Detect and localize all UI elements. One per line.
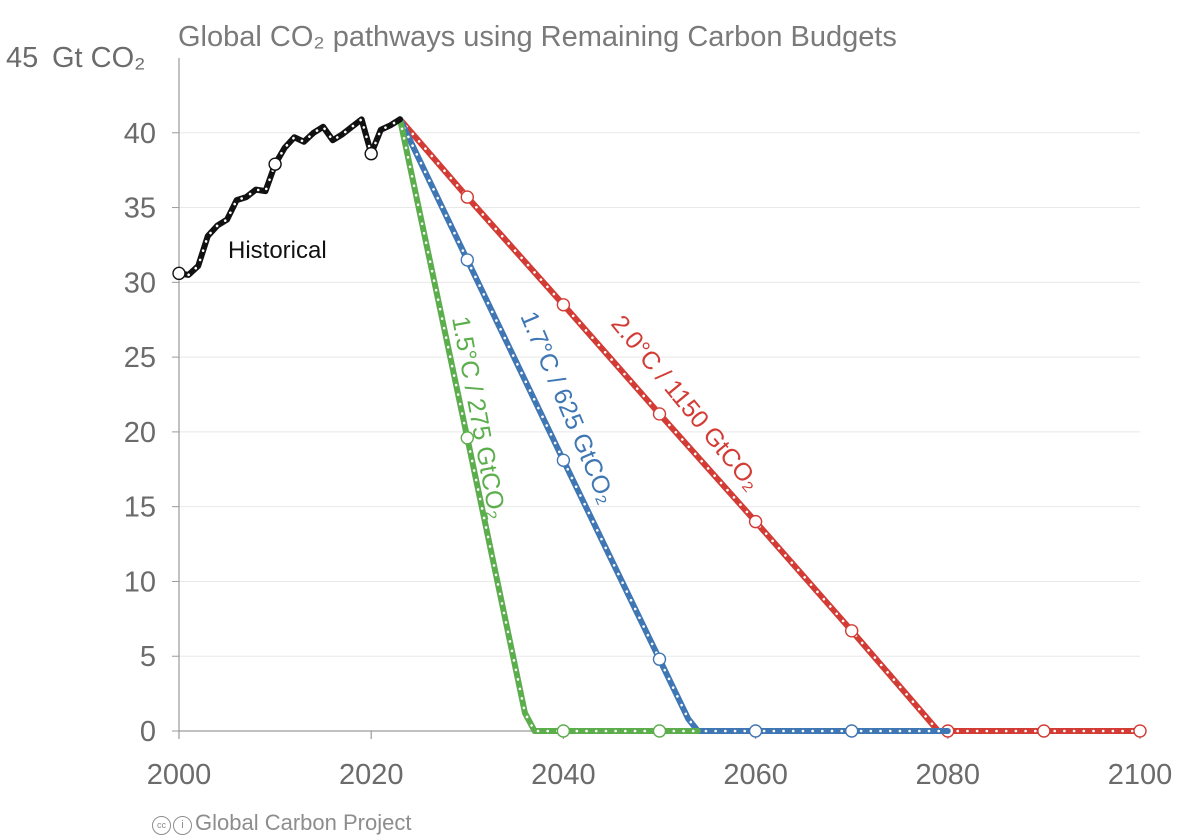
data-point bbox=[652, 652, 667, 666]
x-tick-label-2060: 2060 bbox=[723, 759, 788, 791]
data-point bbox=[556, 453, 571, 468]
y-tick-label-35: 35 bbox=[124, 193, 156, 225]
x-tick-label-2040: 2040 bbox=[531, 759, 596, 791]
series-2-0-c-1150-gtco bbox=[397, 116, 1147, 738]
series-label-2-0c: 2.0°C / 1150 GtCO₂ bbox=[605, 310, 765, 496]
series-line bbox=[397, 116, 951, 734]
x-tick-label-2100: 2100 bbox=[1108, 759, 1173, 791]
y-tick-label-25: 25 bbox=[124, 342, 156, 374]
y-tick-label-5: 5 bbox=[140, 641, 156, 673]
series-label-historical: Historical bbox=[228, 237, 327, 264]
data-point bbox=[845, 624, 859, 638]
y-tick-label-40: 40 bbox=[124, 118, 156, 150]
credit-footer: cc i Global Carbon Project bbox=[152, 810, 411, 836]
axes: 0 5 10 15 20 25 30 35 40 2000 2020 2040 2060 2080 2100 bbox=[124, 58, 1173, 791]
data-point bbox=[460, 431, 474, 445]
data-point bbox=[556, 298, 571, 312]
x-tick-label-2020: 2020 bbox=[339, 759, 404, 791]
data-point bbox=[652, 407, 667, 421]
data-point bbox=[460, 253, 474, 267]
data-point bbox=[748, 514, 763, 529]
series-1-7-c-625-gtco bbox=[397, 116, 951, 738]
series-dots bbox=[398, 118, 1142, 733]
data-point bbox=[1133, 724, 1147, 738]
data-point bbox=[652, 724, 667, 738]
grid bbox=[179, 132, 1140, 657]
creative-commons-icon: cc bbox=[152, 816, 171, 835]
series-label-1-5c: 1.5°C / 275 GtCO₂ bbox=[446, 314, 511, 522]
y-axis-top-tick: 45 bbox=[6, 42, 38, 74]
y-tick-label-15: 15 bbox=[124, 492, 156, 524]
series-1-5-c-275-gtco bbox=[397, 116, 701, 738]
series-label-1-7c: 1.7°C / 625 GtCO₂ bbox=[514, 307, 620, 507]
y-tick-label-20: 20 bbox=[124, 417, 156, 449]
y-tick-label-30: 30 bbox=[124, 267, 156, 299]
attribution-icon: i bbox=[173, 816, 192, 835]
data-point bbox=[748, 724, 763, 738]
series-layer bbox=[172, 116, 1147, 738]
data-point bbox=[268, 157, 282, 171]
data-point bbox=[556, 724, 571, 738]
series-line bbox=[176, 116, 404, 278]
x-tick-label-2080: 2080 bbox=[916, 759, 981, 791]
series-historical bbox=[172, 116, 404, 281]
y-axis-unit: Gt CO₂ bbox=[52, 42, 145, 74]
data-point bbox=[460, 190, 474, 204]
chart-title: Global CO₂ pathways using Remaining Carb… bbox=[178, 21, 897, 53]
data-point bbox=[1037, 724, 1051, 738]
credit-text: Global Carbon Project bbox=[195, 810, 412, 835]
y-tick-label-10: 10 bbox=[124, 566, 156, 598]
data-point bbox=[172, 266, 186, 281]
y-tick-label-0: 0 bbox=[140, 716, 156, 748]
data-point bbox=[364, 147, 378, 161]
data-point bbox=[845, 724, 859, 738]
x-tick-label-2000: 2000 bbox=[147, 759, 212, 791]
